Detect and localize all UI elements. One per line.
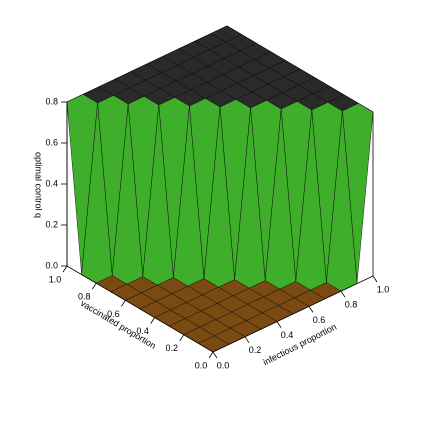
x-tick-label: 0.2 (249, 345, 262, 355)
x-tick (372, 275, 378, 283)
y-tick (91, 282, 97, 290)
x-tick (276, 321, 282, 328)
z-tick-label: 0.2 (45, 219, 58, 229)
x-tick-label: 0.0 (217, 360, 230, 370)
x-tick (244, 336, 250, 344)
y-tick (208, 351, 214, 359)
y-tick-label: 0.4 (136, 326, 149, 336)
y-tick-label: 0.2 (166, 343, 179, 353)
z-axis-label: optimal control q (34, 152, 44, 218)
x-tick (340, 290, 346, 298)
y-tick (179, 334, 185, 342)
y-tick-label: 0.8 (78, 292, 91, 302)
x-tick-label: 0.8 (345, 300, 358, 310)
y-tick (62, 265, 68, 273)
x-axis-label: infectious proportion (261, 322, 338, 368)
y-tick (121, 300, 126, 307)
y-tick-label: 0.6 (107, 309, 120, 319)
x-tick-label: 1.0 (377, 284, 390, 294)
x-tick (308, 306, 314, 313)
z-tick-label: 0.6 (45, 137, 58, 147)
y-tick-label: 0.0 (195, 360, 208, 370)
y-tick-label: 1.0 (49, 274, 62, 284)
y-tick (150, 317, 155, 324)
z-tick-label: 0.8 (45, 96, 58, 106)
box-edge (212, 275, 374, 353)
z-tick-label: 0.4 (45, 178, 58, 188)
z-tick-label: 0.0 (45, 260, 58, 270)
x-tick (212, 351, 218, 359)
x-tick-label: 0.4 (281, 330, 294, 340)
x-tick-label: 0.6 (313, 315, 326, 325)
box-edge (66, 265, 214, 353)
